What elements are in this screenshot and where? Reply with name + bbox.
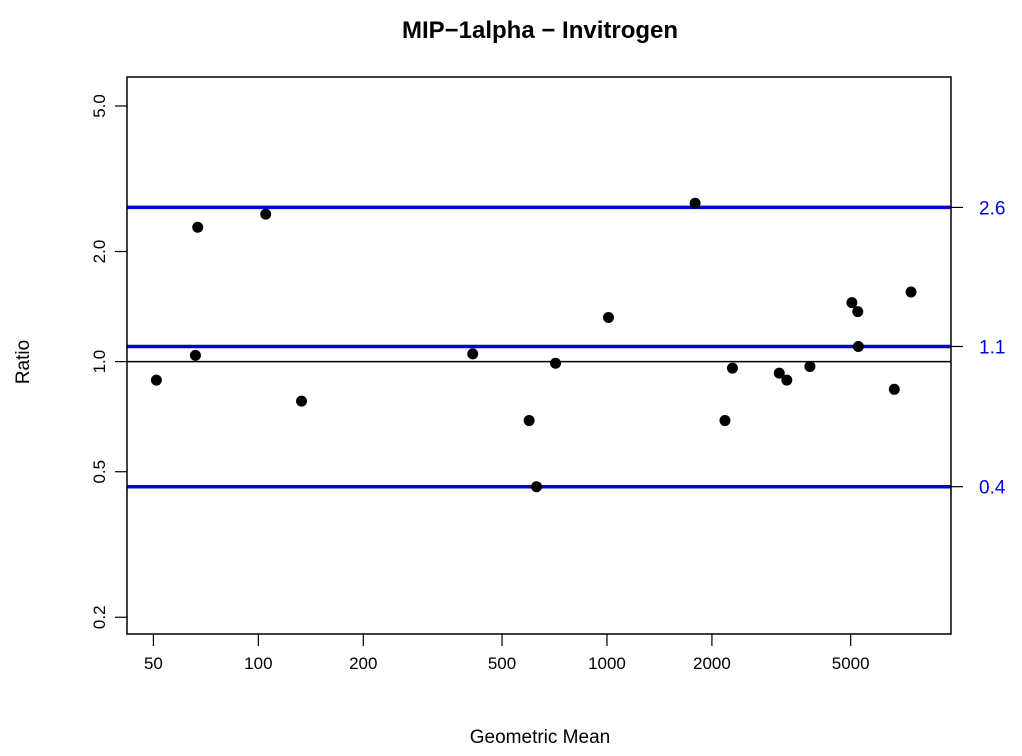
reference-label-2: 0.4 (979, 478, 1006, 499)
data-point-12 (726, 362, 738, 374)
y-tick-label-2: 1.0 (90, 350, 109, 374)
y-tick-label-1: 0.5 (90, 460, 109, 484)
reference-lines (127, 205, 951, 489)
data-point-3 (260, 208, 272, 220)
y-axis: 0.2 0.5 1.0 2.0 5.0 (90, 94, 127, 629)
x-axis-label: Geometric Mean (470, 727, 610, 748)
data-point-1 (189, 349, 201, 361)
y-axis-label: Ratio (13, 340, 34, 384)
data-points (150, 197, 917, 493)
y-tick-label-4: 5.0 (90, 94, 109, 118)
data-point-17 (852, 306, 864, 318)
data-point-16 (846, 297, 858, 309)
data-point-2 (192, 221, 204, 233)
x-tick-label-1: 100 (244, 654, 272, 673)
reference-label-1: 1.1 (979, 337, 1005, 358)
data-point-19 (888, 383, 900, 395)
data-point-6 (523, 415, 535, 427)
data-point-18 (852, 340, 864, 352)
reference-line-labels: 2.6 1.1 0.4 (951, 198, 1006, 499)
data-point-20 (905, 286, 917, 298)
x-tick-label-3: 500 (488, 654, 516, 673)
data-point-10 (689, 197, 701, 209)
data-point-15 (804, 360, 816, 372)
chart-title: MIP−1alpha − Invitrogen (402, 17, 678, 44)
data-point-7 (531, 481, 543, 493)
data-point-5 (467, 348, 479, 360)
y-tick-label-3: 2.0 (90, 240, 109, 264)
reference-label-0: 2.6 (979, 198, 1005, 219)
data-point-13 (773, 367, 785, 379)
x-tick-label-0: 50 (144, 654, 163, 673)
x-tick-label-5: 2000 (693, 654, 731, 673)
data-point-14 (781, 374, 793, 386)
data-point-11 (719, 415, 731, 427)
y-tick-label-0: 0.2 (90, 605, 109, 629)
x-tick-label-4: 1000 (588, 654, 626, 673)
data-point-9 (602, 312, 614, 324)
data-point-4 (296, 395, 308, 407)
x-axis: 50 100 200 500 1000 2000 5000 (144, 634, 870, 673)
data-point-0 (150, 374, 162, 386)
x-tick-label-2: 200 (349, 654, 377, 673)
x-tick-label-6: 5000 (832, 654, 870, 673)
data-point-8 (550, 357, 562, 369)
plot-frame (126, 76, 952, 635)
